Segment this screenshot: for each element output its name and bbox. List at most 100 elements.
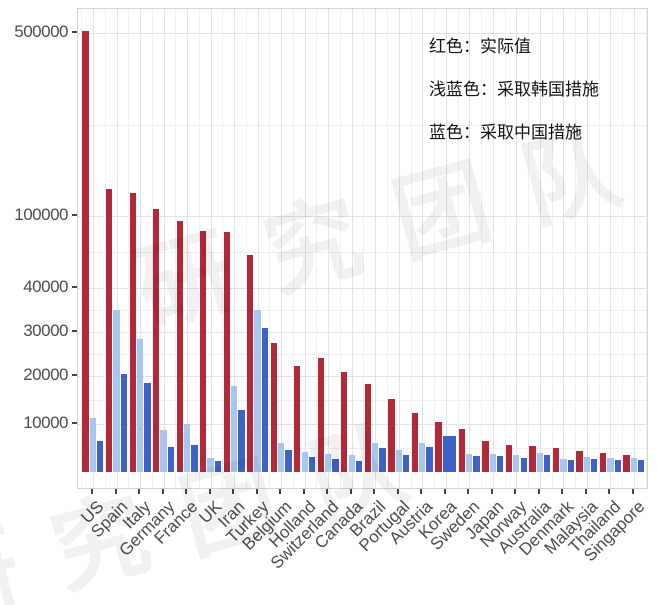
x-tick-mark — [161, 489, 164, 494]
bar-korea-Germany — [160, 429, 167, 472]
legend-line-china: 蓝色：采取中国措施 — [429, 123, 582, 142]
bar-actual-Switzerland — [317, 358, 324, 472]
y-tick-mark — [72, 330, 77, 332]
y-gridline-major — [78, 33, 647, 34]
x-gridline-minor — [410, 9, 412, 488]
x-gridline-minor — [551, 9, 553, 488]
x-tick-mark — [232, 489, 235, 494]
x-gridline-minor — [481, 9, 483, 488]
x-gridline-major — [633, 9, 635, 488]
y-tick-mark — [72, 374, 77, 376]
x-gridline-major — [422, 9, 424, 488]
bar-korea-Singapore — [630, 458, 638, 472]
bar-actual-Belgium — [270, 343, 277, 472]
y-tick-mark — [72, 286, 77, 288]
x-tick-mark — [584, 489, 587, 494]
bar-china-Brazil — [379, 448, 386, 472]
x-gridline-major — [187, 9, 189, 488]
bar-actual-Spain — [105, 189, 113, 472]
bar-china-Singapore — [638, 459, 645, 472]
bar-actual-Malaysia — [576, 450, 583, 472]
bar-china-Japan — [497, 456, 504, 472]
y-tick-label-100000: 100000 — [14, 205, 68, 224]
x-gridline-major — [375, 9, 377, 488]
x-gridline-minor — [81, 9, 83, 488]
bar-korea-Canada — [348, 455, 355, 472]
x-tick-mark — [279, 489, 282, 494]
x-gridline-major — [445, 9, 447, 488]
bar-korea-Brazil — [372, 443, 379, 472]
bar-actual-Austria — [411, 412, 419, 472]
x-gridline-minor — [598, 9, 600, 488]
bar-china-Thailand — [614, 459, 621, 472]
x-gridline-major — [469, 9, 471, 488]
bar-korea-Malaysia — [583, 457, 591, 472]
bar-actual-Sweden — [458, 428, 466, 472]
x-gridline-minor — [434, 9, 436, 488]
x-tick-mark — [608, 489, 611, 494]
x-gridline-major — [586, 9, 588, 488]
x-gridline-minor — [622, 9, 624, 488]
x-tick-mark — [396, 489, 399, 494]
bar-china-UK — [214, 460, 222, 472]
x-tick-mark — [138, 489, 141, 494]
x-tick-mark — [185, 489, 188, 494]
x-gridline-major — [163, 9, 165, 488]
bar-china-Germany — [167, 447, 175, 472]
bar-china-Austria — [426, 447, 433, 472]
bar-china-US — [97, 440, 104, 472]
bar-korea-Portugal — [395, 449, 402, 472]
bar-china-Sweden — [473, 456, 480, 472]
bar-actual-Thailand — [599, 453, 607, 472]
x-gridline-major — [140, 9, 142, 488]
bar-actual-US — [82, 30, 89, 472]
bar-china-Malaysia — [591, 459, 598, 472]
y-tick-label-500000: 500000 — [14, 22, 68, 41]
x-gridline-major — [328, 9, 330, 488]
y-gridline-major — [78, 424, 647, 425]
bar-actual-Singapore — [623, 455, 630, 472]
x-gridline-minor — [269, 9, 271, 488]
x-gridline-major — [281, 9, 283, 488]
x-gridline-minor — [151, 9, 153, 488]
bar-china-Iran — [238, 409, 245, 472]
bar-china-France — [191, 445, 198, 472]
bar-korea-Italy — [136, 338, 144, 472]
bar-china-Portugal — [402, 455, 410, 472]
bar-actual-Korea — [435, 421, 442, 472]
x-gridline-minor — [198, 9, 200, 488]
x-gridline-minor — [575, 9, 577, 488]
y-gridline-major — [78, 288, 647, 289]
x-tick-mark — [114, 489, 117, 494]
bar-korea-Austria — [419, 443, 426, 472]
x-gridline-minor — [504, 9, 506, 488]
x-tick-mark — [326, 489, 329, 494]
bar-actual-Denmark — [552, 448, 560, 472]
y-tick-label-40000: 40000 — [23, 277, 68, 296]
bar-actual-Holland — [294, 365, 301, 472]
x-gridline-major — [116, 9, 118, 488]
y-tick-label-10000: 10000 — [23, 413, 68, 432]
bar-china-Denmark — [567, 460, 574, 472]
x-gridline-minor — [104, 9, 106, 488]
bar-china-Spain — [120, 373, 127, 472]
bar-korea-Denmark — [560, 459, 567, 472]
x-gridline-minor — [245, 9, 247, 488]
chart-legend: 红色：实际值 浅蓝色：采取韩国措施 蓝色：采取中国措施 — [429, 25, 599, 154]
bar-china-Australia — [544, 455, 551, 472]
y-tick-mark — [72, 422, 77, 424]
y-gridline-minor — [78, 252, 647, 253]
bar-korea-Australia — [536, 453, 543, 472]
bar-actual-Norway — [505, 445, 513, 472]
bar-china-Switzerland — [332, 459, 339, 472]
bar-korea-Holland — [301, 451, 308, 472]
bar-actual-Australia — [529, 445, 536, 472]
bar-actual-Turkey — [247, 255, 254, 472]
bar-actual-Brazil — [364, 383, 371, 472]
bar-korea-Belgium — [277, 443, 285, 472]
bar-korea-Japan — [489, 454, 496, 472]
bar-china-Belgium — [285, 449, 292, 472]
x-tick-mark — [467, 489, 470, 494]
y-gridline-minor — [78, 448, 647, 449]
